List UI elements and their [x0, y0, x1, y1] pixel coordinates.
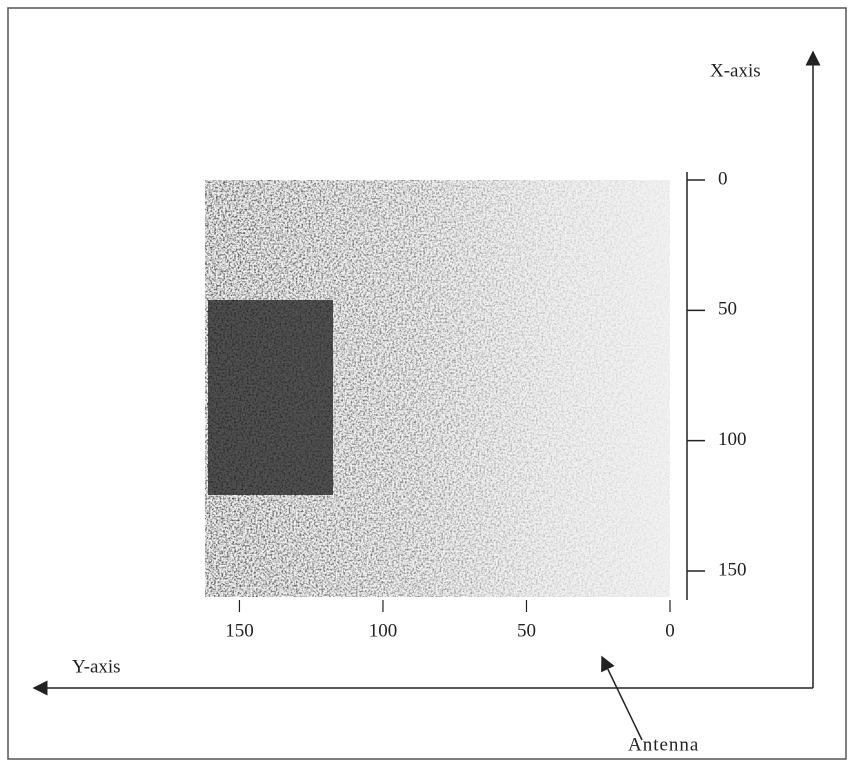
annotation: Antenna	[628, 734, 699, 755]
x-tick-label: 50	[517, 620, 536, 641]
y-tick-label: 0	[718, 168, 728, 189]
x-tick-label: 0	[665, 620, 675, 641]
x-tick-label: 150	[225, 620, 254, 641]
dark-region	[208, 300, 333, 495]
figure: X-axis Y-axis Antenna 0 50 100 150 150 100 50 0	[0, 0, 854, 767]
y-tick-label: 150	[718, 559, 747, 580]
image-plot	[205, 180, 670, 597]
xlabel: Y-axis	[72, 656, 121, 677]
y-tick-label: 50	[718, 299, 737, 320]
y-tick-label: 100	[718, 429, 747, 450]
antenna-arrow	[602, 657, 642, 740]
x-tick-label: 100	[369, 620, 398, 641]
ylabel: X-axis	[710, 60, 761, 81]
